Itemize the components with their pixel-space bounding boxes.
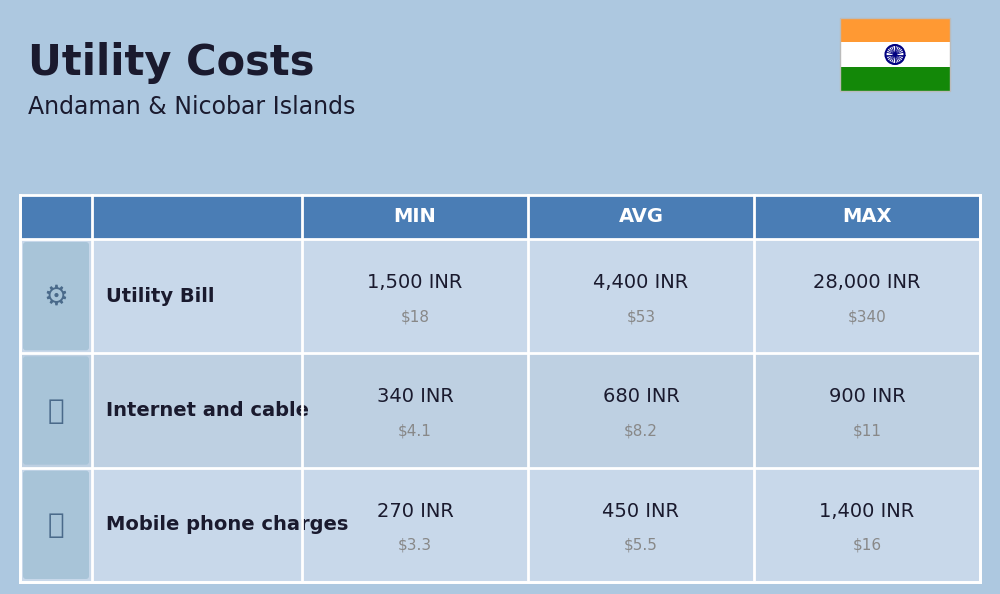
Text: $11: $11 <box>852 424 882 438</box>
Text: MIN: MIN <box>394 207 436 226</box>
Text: Utility Bill: Utility Bill <box>106 287 214 306</box>
Text: 340 INR: 340 INR <box>377 387 453 406</box>
Bar <box>528 195 754 239</box>
Text: ⚙: ⚙ <box>44 282 68 310</box>
Text: $53: $53 <box>626 309 656 324</box>
Bar <box>20 467 980 582</box>
Text: AVG: AVG <box>618 207 664 226</box>
Text: 680 INR: 680 INR <box>603 387 679 406</box>
FancyBboxPatch shape <box>23 470 89 579</box>
Bar <box>840 18 950 91</box>
Bar <box>302 195 528 239</box>
Text: $4.1: $4.1 <box>398 424 432 438</box>
Bar <box>840 67 950 91</box>
Text: $18: $18 <box>400 309 430 324</box>
Text: 📶: 📶 <box>48 397 64 425</box>
Text: Andaman & Nicobar Islands: Andaman & Nicobar Islands <box>28 95 355 119</box>
Text: 1,500 INR: 1,500 INR <box>367 273 463 292</box>
Text: 4,400 INR: 4,400 INR <box>593 273 689 292</box>
Text: MAX: MAX <box>842 207 892 226</box>
Text: Utility Costs: Utility Costs <box>28 42 314 84</box>
FancyBboxPatch shape <box>23 356 89 465</box>
Text: $16: $16 <box>852 538 882 553</box>
Text: Mobile phone charges: Mobile phone charges <box>106 516 348 535</box>
Circle shape <box>894 53 896 56</box>
Bar <box>840 18 950 42</box>
Text: $5.5: $5.5 <box>624 538 658 553</box>
Text: 450 INR: 450 INR <box>602 501 680 520</box>
Text: $340: $340 <box>848 309 886 324</box>
Text: 900 INR: 900 INR <box>829 387 905 406</box>
Bar <box>754 195 980 239</box>
Text: 📱: 📱 <box>48 511 64 539</box>
Bar <box>20 353 980 467</box>
Bar <box>20 195 92 239</box>
Bar <box>92 195 302 239</box>
Text: 270 INR: 270 INR <box>377 501 453 520</box>
Text: $3.3: $3.3 <box>398 538 432 553</box>
Text: 1,400 INR: 1,400 INR <box>819 501 915 520</box>
Bar <box>840 42 950 67</box>
FancyBboxPatch shape <box>23 242 89 350</box>
Bar <box>20 239 980 353</box>
Bar <box>20 195 980 582</box>
Text: $8.2: $8.2 <box>624 424 658 438</box>
Text: 28,000 INR: 28,000 INR <box>813 273 921 292</box>
Text: Internet and cable: Internet and cable <box>106 401 309 420</box>
